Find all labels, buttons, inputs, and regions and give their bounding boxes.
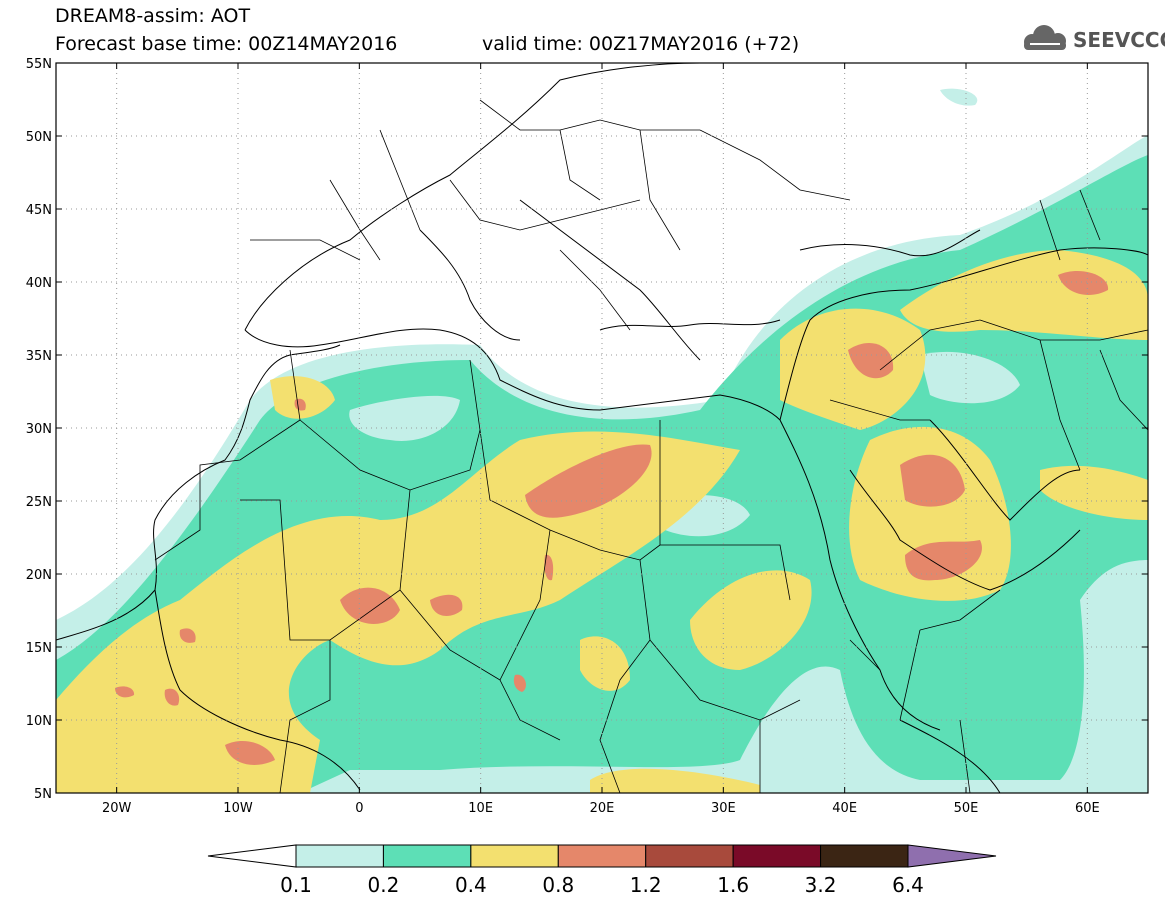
lon-tick-label: 0: [355, 801, 363, 816]
colorbar-label: 6.4: [892, 873, 924, 897]
country-borders: [154, 99, 1148, 793]
lat-tick-label: 15N: [26, 641, 52, 656]
valid-time: valid time: 00Z17MAY2016 (+72): [482, 33, 800, 55]
colorbar-label: 0.1: [280, 873, 312, 897]
lat-tick-label: 40N: [26, 276, 52, 291]
colorbar-label: 0.2: [368, 873, 400, 897]
lon-tick-label: 30E: [711, 801, 736, 816]
lon-tick-label: 40E: [832, 801, 857, 816]
map-title: DREAM8-assim: AOT: [55, 5, 251, 27]
lon-tick-label: 10E: [468, 801, 493, 816]
cloud-icon: [1024, 25, 1066, 50]
colorbar-low-arrow: [207, 844, 297, 868]
latitude-labels: 55N 50N 45N 40N 35N 30N 25N 20N 15N 10N 5N: [26, 57, 1148, 802]
lon-tick-label: 20W: [102, 801, 132, 816]
lat-tick-label: 10N: [26, 714, 52, 729]
colorbar-swatch: [295, 844, 384, 868]
colorbar-swatch: [470, 844, 559, 868]
lat-tick-label: 25N: [26, 495, 52, 510]
colorbar-swatch: [820, 844, 909, 868]
lon-tick-label: 60E: [1075, 801, 1100, 816]
colorbar-label: 1.6: [717, 873, 749, 897]
lat-tick-label: 55N: [26, 57, 52, 72]
logo-text: SEEVCCC: [1073, 28, 1165, 52]
colorbar-label: 3.2: [805, 873, 837, 897]
lon-tick-label: 20E: [590, 801, 615, 816]
colorbar-swatch: [645, 844, 734, 868]
lat-tick-label: 20N: [26, 568, 52, 583]
longitude-labels: 20W 10W 0 10E 20E 30E 40E 50E 60E: [102, 63, 1100, 816]
coastlines: [56, 63, 1148, 793]
forecast-base-time: Forecast base time: 00Z14MAY2016: [55, 33, 398, 55]
lat-tick-label: 50N: [26, 130, 52, 145]
lon-tick-label: 50E: [954, 801, 979, 816]
aot-clear-patches: [349, 351, 1020, 763]
lat-tick-label: 5N: [34, 787, 52, 802]
lat-tick-label: 45N: [26, 203, 52, 218]
lat-tick-label: 35N: [26, 349, 52, 364]
grid-lines: [56, 63, 1148, 793]
colorbar-label: 0.4: [455, 873, 487, 897]
colorbar-swatch: [732, 844, 822, 868]
colorbar: 0.1 0.2 0.4 0.8 1.2 1.6 3.2 6.4: [207, 844, 997, 897]
colorbar-label: 0.8: [542, 873, 574, 897]
lon-tick-label: 10W: [223, 801, 253, 816]
colorbar-swatch: [382, 844, 472, 868]
lat-tick-label: 30N: [26, 422, 52, 437]
colorbar-swatch: [557, 844, 647, 868]
colorbar-label: 1.2: [630, 873, 662, 897]
colorbar-high-arrow: [907, 844, 997, 868]
aot-band-0.8: [115, 270, 1109, 765]
